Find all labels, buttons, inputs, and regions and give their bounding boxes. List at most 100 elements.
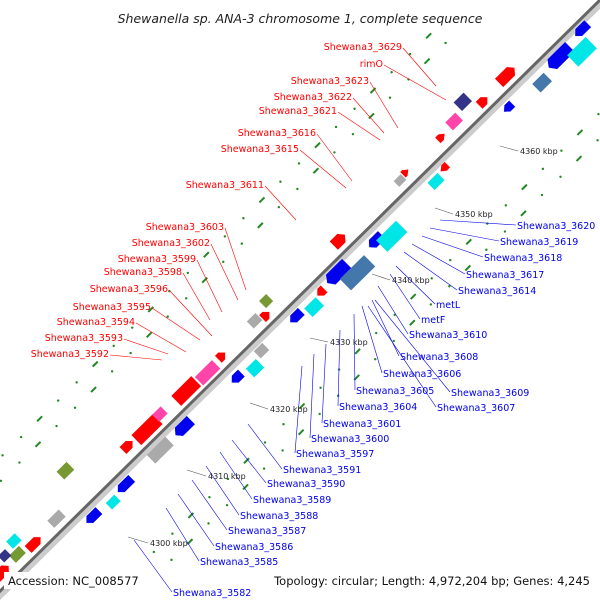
label-leaders <box>109 47 517 593</box>
label-leader <box>109 354 163 361</box>
tick-leader <box>249 402 269 410</box>
label-leader <box>337 111 381 141</box>
gc-dot <box>318 412 321 416</box>
gc-dot <box>541 167 545 171</box>
gc-dot <box>281 449 284 452</box>
gc-dot <box>226 477 230 481</box>
gene-box <box>171 376 202 406</box>
gc-dot <box>448 285 451 288</box>
gene-labels: Shewana3_3629 rimO Shewana3_3623 Shewana3_3… <box>31 42 596 599</box>
gene-feature <box>246 313 263 329</box>
gene-feature <box>0 565 10 586</box>
gene-label-forward: Shewana3_3622 <box>274 92 352 103</box>
accession-text: Accession: NC_008577 <box>8 574 139 588</box>
gc-dash <box>203 251 210 258</box>
label-leader <box>231 439 267 484</box>
gene-label-forward: Shewana3_3599 <box>118 254 196 265</box>
gene-label-reverse: Shewana3_3607 <box>437 403 515 414</box>
gene-feature <box>453 92 472 111</box>
gc-dash <box>425 32 432 39</box>
gene-label-reverse: Shewana3_3586 <box>215 542 293 553</box>
gc-dot <box>444 41 447 45</box>
gc-markers <box>0 32 600 562</box>
gene-feature <box>146 436 174 464</box>
gc-dash <box>91 360 99 368</box>
label-leader <box>352 97 385 134</box>
gc-dot <box>129 351 132 355</box>
gene-label-forward: Shewana3_3623 <box>291 76 369 87</box>
gc-dash <box>575 155 583 162</box>
label-leader <box>168 289 213 337</box>
gc-dot <box>208 496 211 499</box>
gc-dash <box>409 319 416 326</box>
gc-dot <box>242 216 245 220</box>
gene-label-reverse: Shewana3_3605 <box>356 386 434 397</box>
gene-feature <box>8 545 26 563</box>
gc-dot <box>75 381 78 384</box>
gene-label-reverse: Shewana3_3614 <box>458 286 536 297</box>
gc-dot <box>0 479 3 482</box>
gene-feature <box>117 474 136 493</box>
gene-feature <box>105 494 121 510</box>
gene-feature <box>131 414 163 446</box>
gc-dash <box>368 112 375 120</box>
gene-feature <box>399 169 409 179</box>
gene-feature <box>329 233 346 251</box>
gene-label-forward: Shewana3_3592 <box>31 349 109 360</box>
gene-arrow <box>494 66 516 88</box>
label-leader <box>294 365 303 454</box>
gene-label-reverse: Shewana3_3610 <box>409 330 487 341</box>
label-leader <box>383 64 447 101</box>
label-leader <box>377 285 409 335</box>
label-leader <box>309 353 315 439</box>
gc-dash <box>465 238 472 246</box>
gene-feature <box>567 36 597 67</box>
gene-arrow <box>434 133 446 144</box>
gene-label-reverse: Shewana3_3620 <box>517 221 595 232</box>
gc-dash <box>242 483 249 491</box>
label-leader <box>411 243 466 275</box>
gc-dash <box>257 222 264 229</box>
label-leader <box>402 47 437 87</box>
gene-feature <box>434 133 446 144</box>
tick-label: 4340 kbp <box>392 276 430 285</box>
gene-label-reverse: metF <box>421 315 445 326</box>
gc-dot <box>374 358 377 361</box>
gene-feature <box>325 258 353 285</box>
gene-feature <box>304 297 325 317</box>
gene-arrow <box>475 96 488 110</box>
gc-dot <box>240 242 243 245</box>
gene-features <box>0 19 597 586</box>
label-leader <box>337 329 341 407</box>
gc-dot <box>152 550 156 554</box>
gene-feature <box>427 173 445 190</box>
gc-dot <box>597 112 600 116</box>
gc-dash <box>464 264 472 272</box>
tick-leader <box>127 536 149 544</box>
gene-label-forward: Shewana3_3598 <box>104 267 182 278</box>
gene-arrow <box>399 169 409 179</box>
tick-leader <box>186 469 207 477</box>
gene-label-forward: Shewana3_3621 <box>259 106 337 117</box>
gene-label-reverse: Shewana3_3608 <box>400 352 478 363</box>
gc-dot <box>393 313 396 317</box>
label-leader <box>151 307 201 341</box>
gc-dash <box>423 58 431 65</box>
tick-label: 4320 kbp <box>270 405 308 414</box>
gene-box <box>105 494 121 510</box>
gc-dot <box>56 399 60 402</box>
label-leader <box>429 227 500 242</box>
gc-dot <box>390 71 393 74</box>
gc-dot <box>408 52 412 56</box>
gene-feature <box>24 536 42 554</box>
gene-arrow <box>231 369 246 384</box>
label-leader <box>369 81 399 129</box>
label-leader <box>395 265 436 305</box>
gc-dash <box>298 402 306 410</box>
gc-dot <box>296 187 299 191</box>
gc-dot <box>277 205 281 209</box>
gene-box <box>246 313 263 329</box>
gene-feature <box>194 360 221 386</box>
gc-dot <box>297 162 301 165</box>
gc-dot <box>73 406 77 410</box>
